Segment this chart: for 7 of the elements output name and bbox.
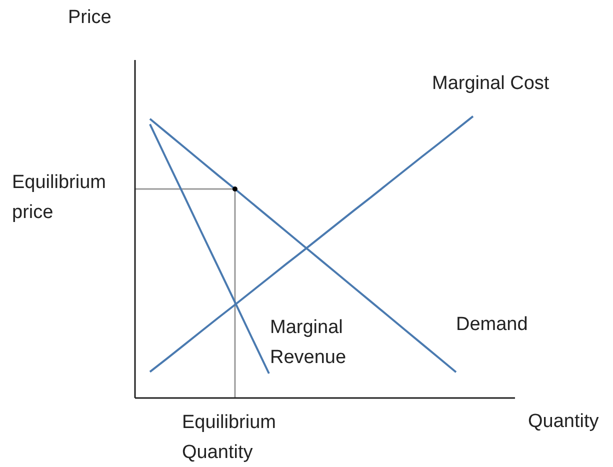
series-label: Marginal Revenue (270, 316, 348, 370)
series-label: Marginal Cost (432, 72, 550, 96)
y-axis-title: Price (68, 6, 112, 30)
ref-line-label: Equilibrium price (12, 171, 107, 225)
text: Equilibrium Quantity (182, 412, 276, 463)
series-label: Demand (456, 313, 529, 337)
x-axis-title: Quantity (528, 410, 599, 434)
